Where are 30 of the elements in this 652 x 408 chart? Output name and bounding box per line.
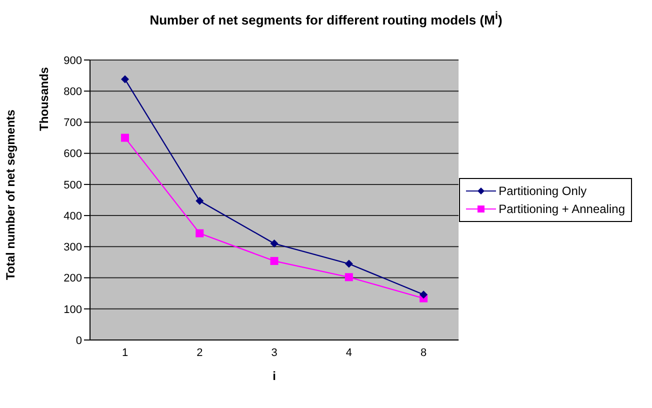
- point: [420, 290, 428, 299]
- x-tick-label: 8: [420, 346, 427, 359]
- y-tick-label: 100: [64, 304, 82, 316]
- point: [196, 229, 204, 238]
- point: [344, 260, 353, 268]
- point: [344, 273, 353, 282]
- chart-title: Number of net segments for different routing models (M$^{i}$): [148, 10, 504, 28]
- point: [196, 196, 204, 205]
- y-tick-label: 400: [64, 210, 82, 222]
- point: [270, 240, 278, 248]
- point: [270, 256, 278, 265]
- axis-unit-note: Thousands: [37, 66, 51, 134]
- y-tick-label: 800: [64, 86, 82, 98]
- y-tick-label: 700: [64, 117, 82, 130]
- legend-label: Partitioning + Annealing: [498, 202, 625, 216]
- x-tick-label: 4: [346, 346, 352, 359]
- point: [121, 75, 129, 84]
- y-tick-label: 600: [64, 148, 82, 160]
- y-tick-label: 300: [64, 242, 82, 254]
- x-tick-label: 2: [196, 346, 203, 359]
- point: [121, 134, 129, 142]
- y-tick-label: 500: [64, 179, 82, 192]
- x-tick-label: 3: [271, 346, 278, 359]
- y-tick-label: 900: [64, 54, 82, 67]
- y-tick-label: 200: [64, 272, 82, 285]
- y-axis-title: Total number of net segments: [3, 109, 18, 280]
- x-axis-title: i: [272, 369, 276, 383]
- legend-label: Partitioning Only: [498, 184, 587, 198]
- y-tick-label: 0: [76, 334, 82, 347]
- x-tick-label: 1: [122, 346, 128, 359]
